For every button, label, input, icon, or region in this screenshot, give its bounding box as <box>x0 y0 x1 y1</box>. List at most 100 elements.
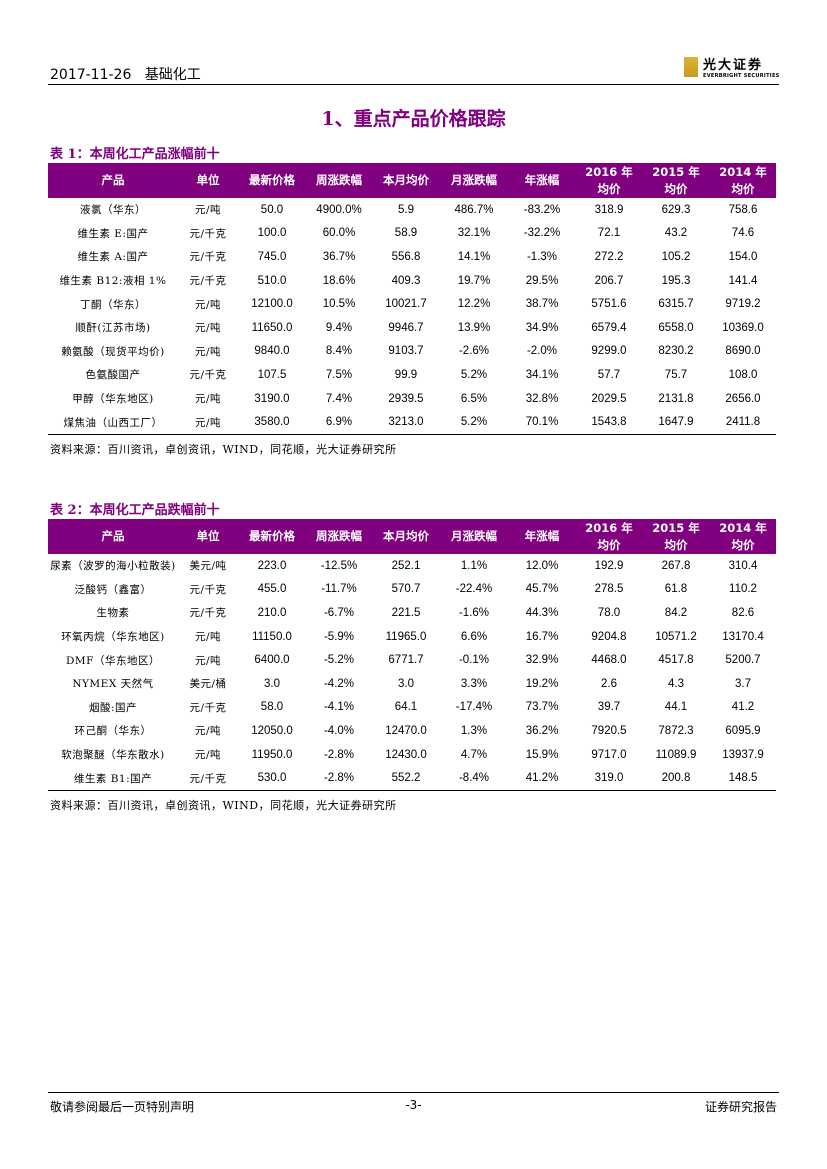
product-cell: 维生素 E:国产 <box>77 227 149 240</box>
value-cell: 195.3 <box>661 274 691 287</box>
value-cell: 278.5 <box>594 583 624 596</box>
product-cell: 烟酸:国产 <box>88 701 138 714</box>
product-cell: 维生素 A:国产 <box>77 251 149 264</box>
column-header: 周涨跌幅 <box>306 163 372 198</box>
table2-decliners: 产品 单位 最新价格 周涨跌幅 本月均价 月涨跌幅 年涨幅 2016 年均价 2015 年均价 2… <box>48 519 776 791</box>
value-cell: 7872.3 <box>658 724 694 737</box>
value-cell: 99.9 <box>394 368 418 381</box>
value-cell: 107.5 <box>257 368 287 381</box>
value-cell: 2131.8 <box>658 392 694 405</box>
value-cell: 6558.0 <box>658 321 694 334</box>
value-cell: 8230.2 <box>658 345 694 358</box>
column-header: 2016 年均价 <box>576 163 642 198</box>
unit-cell: 元/吨 <box>194 322 222 335</box>
value-cell: 4.3 <box>668 677 684 690</box>
value-cell: 267.8 <box>661 559 691 572</box>
unit-cell: 元/千克 <box>189 607 227 620</box>
table-row: NYMEX 天然气 美元/桶 3.0 -4.2% 3.0 3.3% 19.2% 2.6 4.3 3… <box>48 672 776 696</box>
value-cell: -4.1% <box>323 701 355 714</box>
value-cell: -2.8% <box>323 748 355 761</box>
value-cell: -22.4% <box>455 583 493 596</box>
value-cell: 11965.0 <box>385 630 427 643</box>
value-cell: 9840.0 <box>254 345 290 358</box>
value-cell: 7.4% <box>325 392 353 405</box>
value-cell: 2411.8 <box>710 410 776 435</box>
value-cell: -17.4% <box>455 701 493 714</box>
value-cell: -1.3% <box>526 250 558 263</box>
value-cell: 200.8 <box>642 766 710 791</box>
value-cell: -83.2% <box>523 203 561 216</box>
table-row: 尿素（波罗的海小粒散装) 美元/吨 223.0 -12.5% 252.1 1.1% 12.0… <box>48 554 776 578</box>
value-cell: 510.0 <box>257 274 287 287</box>
table-row: 色氨酸国产 元/千克 107.5 7.5% 99.9 5.2% 34.1% 57.7 75.7 1… <box>48 363 776 387</box>
product-cell: 液氯（华东） <box>80 204 146 217</box>
product-cell: 泛酸钙（鑫富） <box>74 583 152 596</box>
value-cell: -2.6% <box>458 345 490 358</box>
value-cell: 745.0 <box>257 250 287 263</box>
table1-source: 资料来源：百川资讯，卓创资讯，WIND，同花顺，光大证券研究所 <box>50 443 397 456</box>
table-row: 丁酮（华东） 元/吨 12100.0 10.5% 10021.7 12.2% 38.7% 57… <box>48 292 776 316</box>
column-header: 月涨跌幅 <box>440 163 508 198</box>
value-cell: -5.9% <box>323 630 355 643</box>
column-header: 产品 <box>48 519 178 554</box>
logo-en-text: EVERBRIGHT SECURITIES <box>703 73 780 79</box>
value-cell: 9204.8 <box>591 630 627 643</box>
value-cell: 10021.7 <box>385 298 427 311</box>
value-cell: 6315.7 <box>658 298 694 311</box>
table1-caption: 表 1：本周化工产品涨幅前十 <box>50 147 220 162</box>
value-cell: 2939.5 <box>388 392 424 405</box>
value-cell: 44.3% <box>525 606 559 619</box>
value-cell: 105.2 <box>661 250 691 263</box>
value-cell: 1647.9 <box>642 410 710 435</box>
product-cell: 软泡聚醚（华东散水) <box>61 749 165 762</box>
value-cell: -0.1% <box>458 654 490 667</box>
value-cell: 556.8 <box>391 250 421 263</box>
value-cell: 12100.0 <box>251 298 293 311</box>
value-cell: 5.2% <box>440 410 508 435</box>
value-cell: 252.1 <box>391 559 421 572</box>
header-divider <box>48 84 779 85</box>
value-cell: 2.6 <box>601 677 617 690</box>
value-cell: 318.9 <box>594 203 624 216</box>
unit-cell: 元/吨 <box>194 749 222 762</box>
value-cell: 70.1% <box>508 410 576 435</box>
unit-cell: 美元/吨 <box>189 560 227 573</box>
value-cell: 409.3 <box>391 274 421 287</box>
value-cell: 15.9% <box>525 748 559 761</box>
value-cell: 110.2 <box>729 583 757 596</box>
value-cell: 11150.0 <box>252 630 292 643</box>
value-cell: -1.6% <box>458 606 490 619</box>
value-cell: 221.5 <box>391 606 421 619</box>
value-cell: 29.5% <box>525 274 559 287</box>
value-cell: 5.9 <box>398 203 414 216</box>
value-cell: 6.9% <box>306 410 372 435</box>
value-cell: 2029.5 <box>591 392 627 405</box>
value-cell: 4.7% <box>460 748 488 761</box>
value-cell: 41.2 <box>731 701 755 714</box>
product-cell: 生物素 <box>96 607 130 620</box>
value-cell: 455.0 <box>257 583 287 596</box>
table2-source: 资料来源：百川资讯，卓创资讯，WIND，同花顺，光大证券研究所 <box>50 799 397 812</box>
table-row: 环氧丙烷（华东地区) 元/吨 11150.0 -5.9% 11965.0 6.6% 16.7… <box>48 625 776 649</box>
column-header: 月涨跌幅 <box>440 519 508 554</box>
footer-divider <box>48 1092 779 1093</box>
table1-gainers: 产品 单位 最新价格 周涨跌幅 本月均价 月涨跌幅 年涨幅 2016 年均价 2015 年均价 2… <box>48 163 776 435</box>
value-cell: -8.4% <box>440 766 508 791</box>
value-cell: 43.2 <box>664 227 688 240</box>
product-cell: 煤焦油（山西工厂） <box>48 410 178 435</box>
value-cell: 72.1 <box>597 227 621 240</box>
value-cell: 64.1 <box>394 701 418 714</box>
value-cell: 41.2% <box>508 766 576 791</box>
value-cell: 486.7% <box>454 203 494 216</box>
column-header: 周涨跌幅 <box>306 519 372 554</box>
value-cell: 39.7 <box>597 701 621 714</box>
table-row: 维生素 B1:国产 元/千克 530.0 -2.8% 552.2 -8.4% 41.2% 31… <box>48 766 776 791</box>
table-row: 维生素 B12:液相 1% 元/千克 510.0 18.6% 409.3 19.7% 29.… <box>48 269 776 293</box>
value-cell: -4.2% <box>323 677 355 690</box>
unit-cell: 元/千克 <box>189 275 227 288</box>
value-cell: 3190.0 <box>254 392 290 405</box>
value-cell: 11089.9 <box>655 748 697 761</box>
unit-cell: 元/吨 <box>194 345 222 358</box>
value-cell: 570.7 <box>391 583 421 596</box>
product-cell: NYMEX 天然气 <box>72 678 154 691</box>
